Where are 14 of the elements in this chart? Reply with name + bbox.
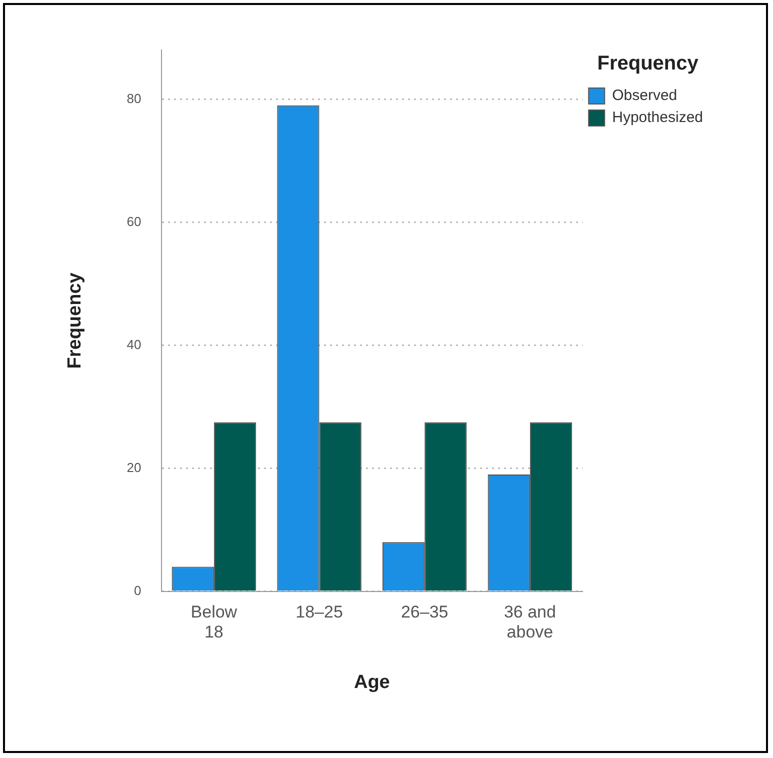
y-tick-label: 0 <box>134 582 142 598</box>
x-tick-label: Below 18 <box>190 602 238 642</box>
legend-label: Observed <box>612 87 678 104</box>
x-tick-label: 18–25 <box>296 602 343 622</box>
x-tick-label: 36 and above <box>504 602 556 642</box>
y-tick-label: 60 <box>126 214 142 229</box>
legend-label: Hypothesized <box>612 109 704 126</box>
x-tick-label: 26–35 <box>400 602 448 622</box>
legend-title: Frequency <box>597 52 700 75</box>
y-tick-label: 20 <box>126 460 142 475</box>
y-tick-label: 40 <box>126 336 142 352</box>
x-axis-title: Age <box>354 672 390 693</box>
y-tick-label: 80 <box>126 90 142 106</box>
y-axis-title: Frequency <box>64 272 86 369</box>
